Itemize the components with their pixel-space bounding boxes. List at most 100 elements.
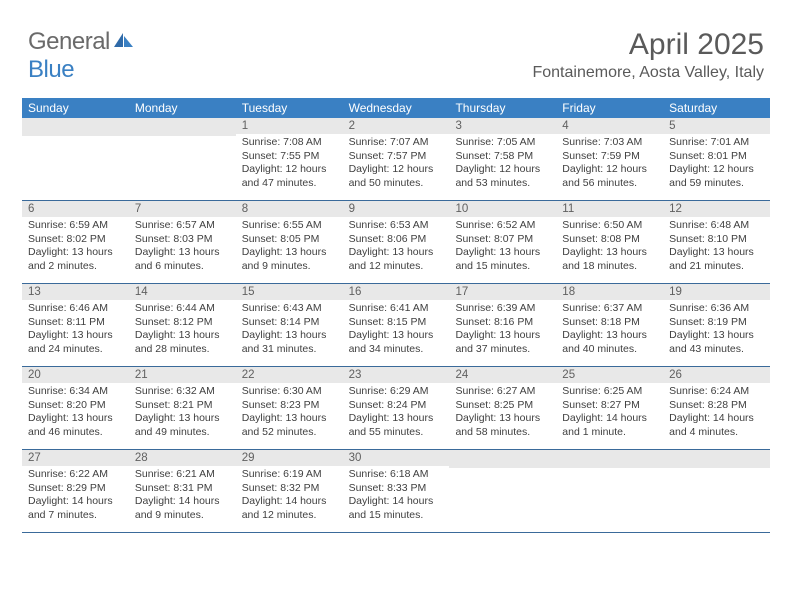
cell-body: Sunrise: 7:08 AMSunset: 7:55 PMDaylight:… bbox=[236, 134, 343, 195]
sunset-text: Sunset: 8:01 PM bbox=[669, 150, 764, 164]
day-number: 28 bbox=[129, 450, 236, 466]
sunset-text: Sunset: 8:08 PM bbox=[562, 233, 657, 247]
cell-body: Sunrise: 6:57 AMSunset: 8:03 PMDaylight:… bbox=[129, 217, 236, 278]
cell-body: Sunrise: 6:55 AMSunset: 8:05 PMDaylight:… bbox=[236, 217, 343, 278]
day-number: 30 bbox=[343, 450, 450, 466]
sunrise-text: Sunrise: 6:44 AM bbox=[135, 302, 230, 316]
sunrise-text: Sunrise: 6:37 AM bbox=[562, 302, 657, 316]
week-row: 27 Sunrise: 6:22 AMSunset: 8:29 PM Dayligh… bbox=[22, 450, 770, 533]
day-header-wed: Wednesday bbox=[343, 98, 450, 118]
day-number: 19 bbox=[663, 284, 770, 300]
sunrise-text: Sunrise: 6:34 AM bbox=[28, 385, 123, 399]
sunset-text: Sunset: 7:58 PM bbox=[455, 150, 550, 164]
calendar-cell: 11Sunrise: 6:50 AMSunset: 8:08 PMDayligh… bbox=[556, 201, 663, 283]
day-header-mon: Monday bbox=[129, 98, 236, 118]
day-number: 27 bbox=[22, 450, 129, 466]
cell-body: Sunrise: 7:03 AMSunset: 7:59 PMDaylight:… bbox=[556, 134, 663, 195]
day-number: 12 bbox=[663, 201, 770, 217]
day-number: 29 bbox=[236, 450, 343, 466]
sunrise-text: Sunrise: 6:43 AM bbox=[242, 302, 337, 316]
cell-body: Sunrise: 6:39 AMSunset: 8:16 PMDaylight:… bbox=[449, 300, 556, 361]
sunrise-text: Sunrise: 6:55 AM bbox=[242, 219, 337, 233]
daylight-text: Daylight: 13 hours and 28 minutes. bbox=[135, 329, 230, 356]
sunset-text: Sunset: 8:20 PM bbox=[28, 399, 123, 413]
sunrise-text: Sunrise: 6:48 AM bbox=[669, 219, 764, 233]
sunset-text: Sunset: 8:27 PM bbox=[562, 399, 657, 413]
sunset-text: Sunset: 8:12 PM bbox=[135, 316, 230, 330]
daylight-text: Daylight: 13 hours and 40 minutes. bbox=[562, 329, 657, 356]
daylight-text: Daylight: 13 hours and 37 minutes. bbox=[455, 329, 550, 356]
logo-sail-icon bbox=[113, 28, 135, 56]
day-number: 2 bbox=[343, 118, 450, 134]
sunrise-text: Sunrise: 6:30 AM bbox=[242, 385, 337, 399]
daylight-text: Daylight: 14 hours and 4 minutes. bbox=[669, 412, 764, 439]
sunset-text: Sunset: 8:29 PM bbox=[28, 482, 123, 496]
sunrise-text: Sunrise: 6:36 AM bbox=[669, 302, 764, 316]
calendar-cell: 15 Sunrise: 6:43 AMSunset: 8:14 PMDayligh… bbox=[236, 284, 343, 366]
sunset-text: Sunset: 8:06 PM bbox=[349, 233, 444, 247]
daylight-text: Daylight: 13 hours and 52 minutes. bbox=[242, 412, 337, 439]
sunset-text: Sunset: 8:15 PM bbox=[349, 316, 444, 330]
daylight-text: Daylight: 13 hours and 9 minutes. bbox=[242, 246, 337, 273]
daylight-text: Daylight: 14 hours and 9 minutes. bbox=[135, 495, 230, 522]
daylight-text: Daylight: 13 hours and 6 minutes. bbox=[135, 246, 230, 273]
cell-body: Sunrise: 6:44 AMSunset: 8:12 PMDaylight:… bbox=[129, 300, 236, 361]
cell-body: Sunrise: 6:41 AMSunset: 8:15 PMDaylight:… bbox=[343, 300, 450, 361]
day-number bbox=[556, 450, 663, 468]
day-number: 22 bbox=[236, 367, 343, 383]
cell-body: Sunrise: 6:18 AMSunset: 8:33 PMDaylight:… bbox=[343, 466, 450, 527]
day-number: 18 bbox=[556, 284, 663, 300]
sunset-text: Sunset: 8:14 PM bbox=[242, 316, 337, 330]
title-block: April 2025 Fontainemore, Aosta Valley, I… bbox=[532, 28, 764, 82]
calendar-cell: 9Sunrise: 6:53 AMSunset: 8:06 PMDaylight… bbox=[343, 201, 450, 283]
day-header-sat: Saturday bbox=[663, 98, 770, 118]
calendar-cell: 5Sunrise: 7:01 AMSunset: 8:01 PMDaylight… bbox=[663, 118, 770, 200]
sunrise-text: Sunrise: 6:39 AM bbox=[455, 302, 550, 316]
day-number: 24 bbox=[449, 367, 556, 383]
daylight-text: Daylight: 12 hours and 56 minutes. bbox=[562, 163, 657, 190]
week-row: 1Sunrise: 7:08 AMSunset: 7:55 PMDaylight… bbox=[22, 118, 770, 201]
week-row: 6Sunrise: 6:59 AMSunset: 8:02 PMDaylight… bbox=[22, 201, 770, 284]
daylight-text: Daylight: 13 hours and 31 minutes. bbox=[242, 329, 337, 356]
calendar-cell: 2Sunrise: 7:07 AMSunset: 7:57 PMDaylight… bbox=[343, 118, 450, 200]
calendar-cell: 8Sunrise: 6:55 AMSunset: 8:05 PMDaylight… bbox=[236, 201, 343, 283]
calendar-cell: 28Sunrise: 6:21 AMSunset: 8:31 PMDayligh… bbox=[129, 450, 236, 532]
sunrise-text: Sunrise: 6:22 AM bbox=[28, 468, 123, 482]
sunset-text: Sunset: 8:10 PM bbox=[669, 233, 764, 247]
calendar-cell bbox=[663, 450, 770, 532]
day-number: 15 bbox=[236, 284, 343, 300]
sunset-text: Sunset: 8:33 PM bbox=[349, 482, 444, 496]
sunrise-text: Sunrise: 6:21 AM bbox=[135, 468, 230, 482]
sunrise-text: Sunrise: 6:24 AM bbox=[669, 385, 764, 399]
calendar-cell bbox=[129, 118, 236, 200]
sunrise-text: Sunrise: 6:46 AM bbox=[28, 302, 123, 316]
sunset-text: Sunset: 8:24 PM bbox=[349, 399, 444, 413]
cell-body: Sunrise: 6:48 AMSunset: 8:10 PMDaylight:… bbox=[663, 217, 770, 278]
calendar-cell: 21Sunrise: 6:32 AMSunset: 8:21 PMDayligh… bbox=[129, 367, 236, 449]
daylight-text: Daylight: 13 hours and 18 minutes. bbox=[562, 246, 657, 273]
daylight-text: Daylight: 12 hours and 47 minutes. bbox=[242, 163, 337, 190]
cell-body: Sunrise: 7:07 AMSunset: 7:57 PMDaylight:… bbox=[343, 134, 450, 195]
week-row: 13Sunrise: 6:46 AMSunset: 8:11 PMDayligh… bbox=[22, 284, 770, 367]
sunrise-text: Sunrise: 6:19 AM bbox=[242, 468, 337, 482]
sunrise-text: Sunrise: 6:50 AM bbox=[562, 219, 657, 233]
cell-body: Sunrise: 7:01 AMSunset: 8:01 PMDaylight:… bbox=[663, 134, 770, 195]
day-number bbox=[663, 450, 770, 468]
calendar-cell: 6Sunrise: 6:59 AMSunset: 8:02 PMDaylight… bbox=[22, 201, 129, 283]
calendar-cell: 22Sunrise: 6:30 AMSunset: 8:23 PMDayligh… bbox=[236, 367, 343, 449]
day-number: 14 bbox=[129, 284, 236, 300]
sunrise-text: Sunrise: 6:29 AM bbox=[349, 385, 444, 399]
sunset-text: Sunset: 8:02 PM bbox=[28, 233, 123, 247]
cell-body: Sunrise: 6:36 AMSunset: 8:19 PMDaylight:… bbox=[663, 300, 770, 361]
sunrise-text: Sunrise: 7:03 AM bbox=[562, 136, 657, 150]
daylight-text: Daylight: 13 hours and 46 minutes. bbox=[28, 412, 123, 439]
sunset-text: Sunset: 8:11 PM bbox=[28, 316, 123, 330]
day-number: 17 bbox=[449, 284, 556, 300]
calendar-cell: 24Sunrise: 6:27 AMSunset: 8:25 PMDayligh… bbox=[449, 367, 556, 449]
cell-body: Sunrise: 6:46 AMSunset: 8:11 PMDaylight:… bbox=[22, 300, 129, 361]
cell-body: Sunrise: 6:59 AMSunset: 8:02 PMDaylight:… bbox=[22, 217, 129, 278]
sunrise-text: Sunrise: 7:07 AM bbox=[349, 136, 444, 150]
sunset-text: Sunset: 8:07 PM bbox=[455, 233, 550, 247]
day-number: 13 bbox=[22, 284, 129, 300]
sunrise-text: Sunrise: 6:53 AM bbox=[349, 219, 444, 233]
